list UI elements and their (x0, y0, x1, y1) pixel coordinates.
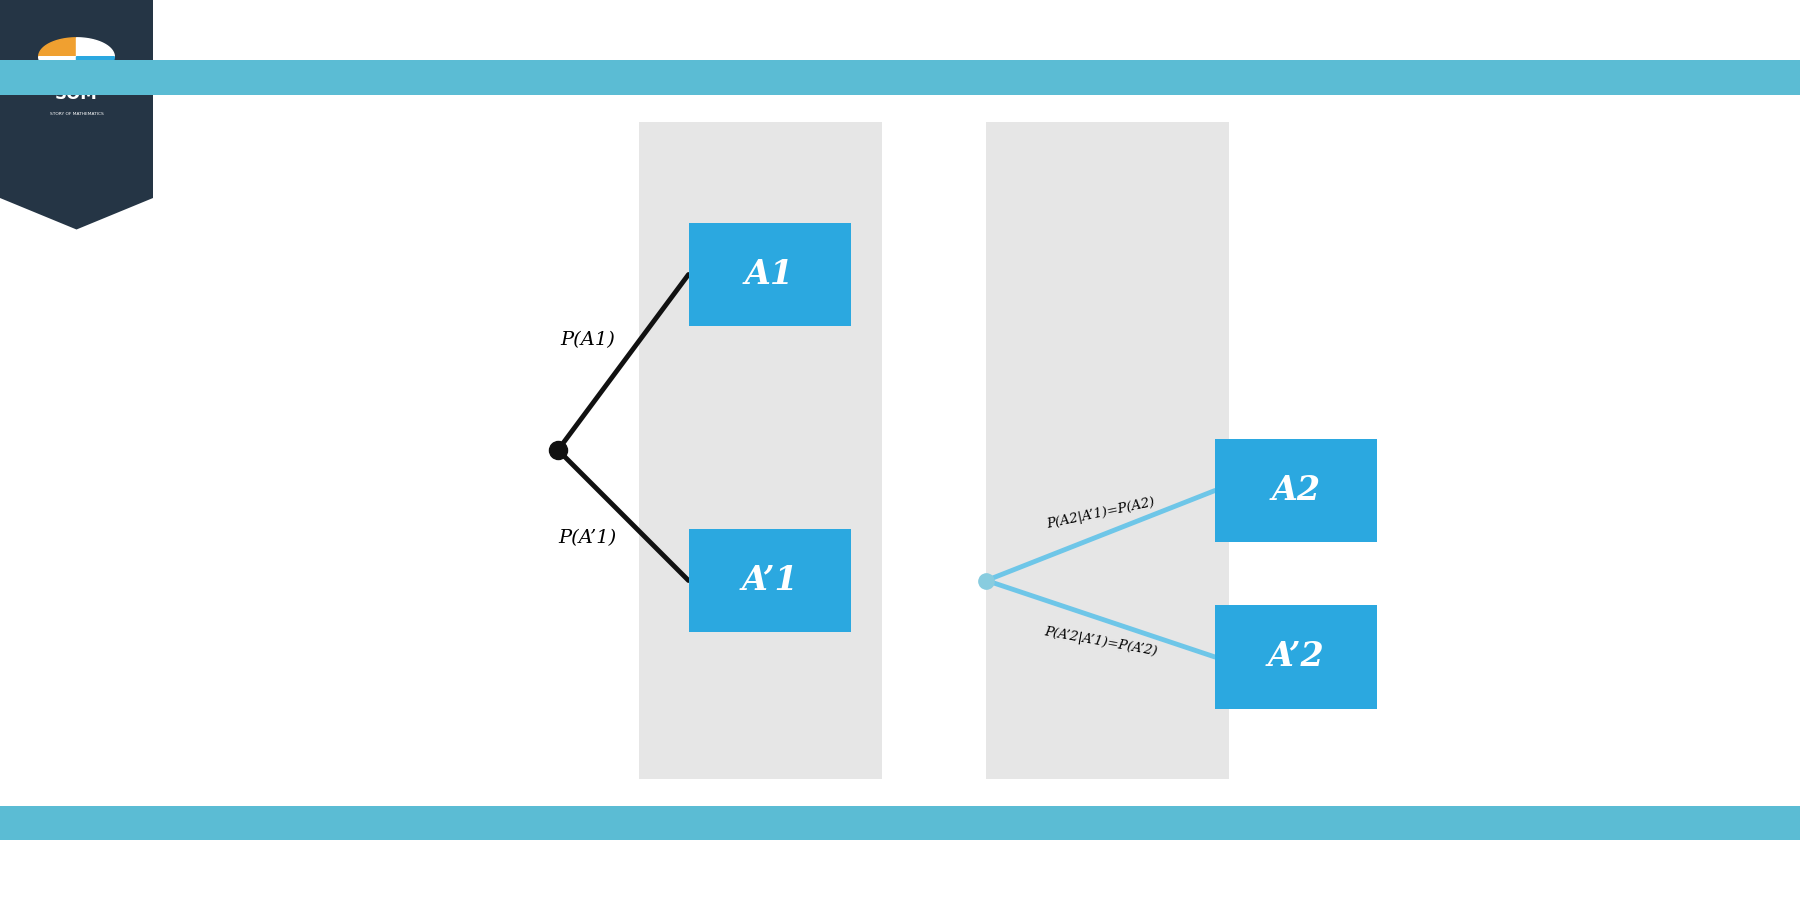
Bar (0, 60, 1800, 94)
Text: P(A’2|A’1)=P(A’2): P(A’2|A’1)=P(A’2) (1044, 625, 1157, 658)
Text: A’1: A’1 (742, 564, 797, 597)
Text: P(A’1): P(A’1) (558, 529, 616, 546)
Polygon shape (76, 38, 115, 57)
Bar (0, 0, 153, 198)
Text: STORY OF MATHEMATICS: STORY OF MATHEMATICS (50, 112, 103, 116)
FancyBboxPatch shape (688, 223, 850, 327)
Text: SOM: SOM (56, 85, 97, 103)
Polygon shape (40, 38, 76, 57)
FancyBboxPatch shape (1215, 605, 1377, 709)
Bar (639, 122, 882, 778)
Text: A2: A2 (1271, 474, 1321, 507)
Text: A1: A1 (745, 258, 794, 291)
Bar (986, 122, 1229, 778)
Text: A’2: A’2 (1267, 641, 1325, 673)
Polygon shape (0, 198, 153, 230)
Text: P(A2|A’1)=P(A2): P(A2|A’1)=P(A2) (1046, 495, 1156, 531)
FancyBboxPatch shape (1215, 438, 1377, 542)
Bar (0, 806, 1800, 840)
FancyBboxPatch shape (688, 529, 850, 632)
Polygon shape (40, 57, 76, 76)
Polygon shape (76, 57, 115, 76)
Text: P(A1): P(A1) (560, 331, 614, 348)
